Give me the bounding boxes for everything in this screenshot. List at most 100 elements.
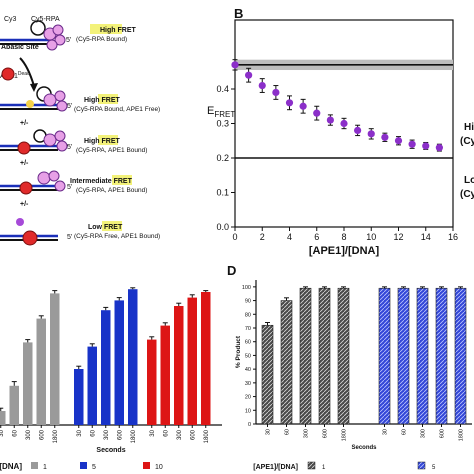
cropped-low-label: Lo: [464, 175, 474, 186]
x-tick-label: 600: [117, 429, 123, 440]
legend-label: 10: [155, 464, 163, 471]
data-point: [435, 144, 443, 152]
cy3-label: Cy3: [4, 16, 17, 23]
schematic-panel: Cy3 Cy5-RPA Abasic Site APE1Dead 5' High…: [0, 16, 160, 246]
schematic-state-3: 5' High FRET (Cy5-RPA, APE1 Bound): [0, 129, 147, 155]
y-tick-label: 50: [245, 353, 251, 359]
state-1-detail: (Cy5-RPA Bound): [76, 36, 127, 43]
data-point: [394, 137, 403, 145]
data-point: [272, 88, 280, 97]
strand-end: 5': [67, 103, 72, 110]
y-tick-label: 0.2: [216, 153, 229, 163]
data-point: [408, 140, 416, 148]
x-tick-label: 1800: [342, 429, 348, 441]
strand-end: 5': [67, 144, 72, 151]
y-tick-label: 80: [245, 312, 251, 318]
data-point: [231, 61, 239, 69]
strand-end: 5': [66, 37, 71, 44]
data-point: [354, 126, 362, 134]
panel-label-d: D: [227, 263, 236, 278]
legend-swatch: [80, 462, 87, 469]
x-tick-label: 2: [260, 232, 265, 242]
schematic-state-5: 5' Low FRET (Cy5-RPA Free, APE1 Bound): [0, 218, 160, 246]
x-tick-label: 30: [150, 429, 156, 436]
bar: [299, 287, 312, 425]
data-point: [340, 119, 348, 128]
x-tick-label: 10: [366, 232, 376, 242]
x-tick-label: 30: [77, 429, 83, 436]
x-tick-label: 300: [104, 429, 110, 440]
y-axis-label: % Product: [235, 335, 242, 368]
data-point: [422, 142, 430, 150]
x-tick-label: 600: [440, 429, 446, 438]
legend-label: 1: [322, 465, 326, 471]
x-tick-label: 60: [90, 429, 96, 436]
data-point: [313, 109, 321, 117]
state-2-detail: (Cy5-RPA Bound, APE1 Free): [74, 106, 160, 113]
strand-end: 5': [67, 234, 72, 241]
x-tick-label: 60: [285, 429, 291, 435]
x-tick-label: 300: [177, 429, 183, 440]
bar: [114, 300, 124, 425]
x-tick-label: 300: [421, 429, 427, 438]
x-tick-label: 60: [402, 429, 408, 435]
x-tick-label: 1800: [53, 429, 59, 443]
y-tick-label: 0.1: [216, 188, 229, 198]
x-tick-label: 30: [266, 429, 272, 435]
state-3-fret: High FRET: [84, 138, 120, 145]
chart-b: 0 2 4 6 8 10 12 14 16 0.0 0.1 0.2 0.3 0.4 EFRET [APE1]/…: [207, 19, 458, 257]
data-point: [367, 130, 375, 138]
data-point: [245, 71, 253, 79]
y-tick-label: 70: [245, 326, 251, 332]
x-axis-label: Seconds: [351, 445, 377, 451]
bar: [435, 287, 448, 425]
bar: [378, 287, 391, 425]
x-tick-label: 12: [393, 232, 403, 242]
chart-d: 0 10 20 30 40 50 60 70 80 90 100 30 60 300 600 1800 30 60…: [235, 280, 472, 471]
cy5-rpa-label: Cy5-RPA: [31, 16, 60, 23]
data-point: [285, 99, 294, 107]
x-tick-label: 16: [448, 232, 458, 242]
schematic-state-1: 5' High FRET (Cy5-RPA Bound): [0, 20, 136, 51]
y-tick-label: 100: [242, 285, 251, 291]
legend-swatch: [31, 462, 38, 469]
transition-mark: +/-: [20, 120, 29, 127]
bar: [187, 297, 197, 425]
y-tick-label: 0: [248, 422, 251, 428]
bar: [101, 310, 111, 425]
x-tick-label: 8: [341, 232, 346, 242]
x-tick-label: 1800: [204, 429, 210, 443]
x-tick-label: 600: [323, 429, 329, 438]
bar: [23, 342, 33, 425]
x-axis-label: Seconds: [96, 447, 125, 454]
panel-label-b: B: [234, 6, 243, 21]
bar: [454, 287, 467, 425]
x-tick-label: 0: [232, 232, 237, 242]
state-5-detail: (Cy5-RPA Free, APE1 Bound): [74, 233, 160, 240]
legend-label: 1: [43, 464, 47, 471]
bar: [318, 287, 331, 425]
bar: [0, 411, 6, 425]
schematic-state-2: 5' High FRET (Cy5-RPA Bound, APE1 Free): [0, 86, 160, 113]
legend-label: 5: [92, 464, 96, 471]
y-axis-label: EFRET: [207, 105, 235, 119]
data-point: [258, 81, 266, 90]
abasic-site-label: Abasic Site: [1, 44, 39, 51]
bar: [416, 287, 429, 425]
x-tick-label: 1800: [459, 429, 465, 441]
legend-swatch: [143, 462, 150, 469]
y-tick-label: 40: [245, 367, 251, 373]
x-tick-label: 60: [12, 429, 18, 436]
x-tick-label: 600: [39, 429, 45, 440]
bar: [36, 318, 46, 425]
x-tick-label: 300: [304, 429, 310, 438]
x-tick-label: 1800: [131, 429, 137, 443]
y-tick-label: 0.4: [216, 84, 229, 94]
chart-c: 30 60 300 600 1800 30 60 300 600 1800 30 60 300 600 18…: [0, 287, 222, 471]
cropped-high-label: Hi: [464, 122, 474, 133]
bar: [9, 385, 19, 425]
x-axis-label: [APE1]/[DNA]: [309, 245, 380, 257]
bar: [147, 339, 157, 425]
x-tick-label: 60: [163, 429, 169, 436]
arrow: [19, 57, 35, 87]
